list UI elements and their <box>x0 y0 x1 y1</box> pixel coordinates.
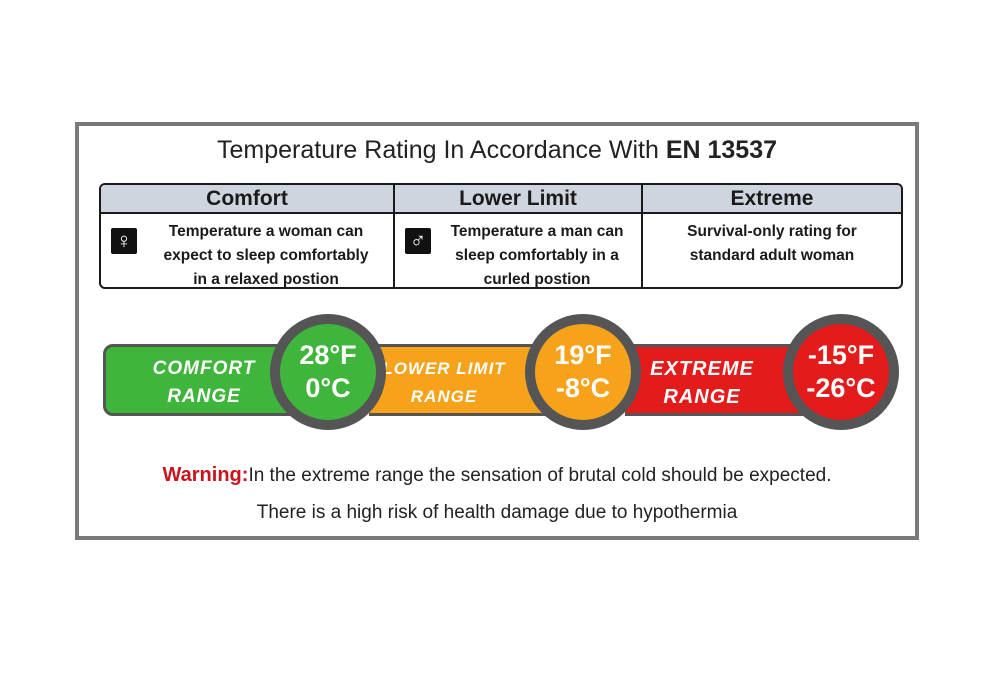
comfort-line-2: expect to sleep comfortably <box>163 247 369 264</box>
extreme-temp-c: -26°C <box>806 373 876 403</box>
column-header-comfort: Comfort <box>101 185 393 214</box>
lower-limit-line-3: curled postion <box>483 271 591 288</box>
extreme-temperature-badge: -15°F -26°C <box>783 314 899 430</box>
title-prefix: Temperature Rating In Accordance With <box>216 136 666 164</box>
lower-limit-range-label: LOWER LIMIT RANGE <box>369 355 519 411</box>
extreme-range-label: EXTREME RANGE <box>627 355 777 411</box>
table-column-comfort: Comfort ♀ Temperature a woman can expect… <box>101 185 393 287</box>
lower-limit-description: Temperature a man can sleep comfortably … <box>435 220 639 288</box>
lower-limit-temp-c: -8°C <box>555 373 611 403</box>
comfort-range-label-bottom: RANGE <box>167 386 241 407</box>
extreme-line-1: Survival-only rating for <box>687 223 857 240</box>
comfort-range-label-top: COMFORT <box>152 358 256 379</box>
column-header-extreme: Extreme <box>643 185 901 214</box>
rating-table: Comfort ♀ Temperature a woman can expect… <box>99 183 903 289</box>
comfort-description: Temperature a woman can expect to sleep … <box>141 220 391 288</box>
table-column-extreme: Extreme Survival-only rating for standar… <box>641 185 901 287</box>
lower-limit-range-label-top: LOWER LIMIT <box>382 359 506 378</box>
lower-limit-line-2: sleep comfortably in a <box>455 247 619 264</box>
card-title: Temperature Rating In Accordance With EN… <box>79 136 915 165</box>
comfort-range-label: COMFORT RANGE <box>124 355 284 411</box>
male-symbol-icon: ♂ <box>405 228 431 254</box>
title-standard: EN 13537 <box>665 136 778 164</box>
lower-limit-temperature-badge: 19°F -8°C <box>525 314 641 430</box>
lower-limit-line-1: Temperature a man can <box>450 223 624 240</box>
extreme-range-label-bottom: RANGE <box>663 386 741 408</box>
female-symbol-icon: ♀ <box>111 228 137 254</box>
column-header-lower-limit: Lower Limit <box>395 185 641 214</box>
warning-label: Warning: <box>162 464 249 486</box>
comfort-temperature-badge: 28°F 0°C <box>270 314 386 430</box>
extreme-description: Survival-only rating for standard adult … <box>647 220 897 268</box>
comfort-line-3: in a relaxed postion <box>193 271 339 288</box>
hypothermia-note: There is a high risk of health damage du… <box>256 502 738 523</box>
warning-text: In the extreme range the sensation of br… <box>248 465 832 486</box>
temperature-rating-card: Temperature Rating In Accordance With EN… <box>75 122 919 540</box>
table-column-lower-limit: Lower Limit ♂ Temperature a man can slee… <box>393 185 641 287</box>
comfort-temp-c: 0°C <box>305 373 351 403</box>
lower-limit-range-label-bottom: RANGE <box>410 387 478 406</box>
extreme-temp-f: -15°F <box>807 340 875 370</box>
warning-message: Warning:In the extreme range the sensati… <box>79 464 915 487</box>
comfort-temp-f: 28°F <box>299 340 357 370</box>
extreme-range-label-top: EXTREME <box>650 358 754 380</box>
extreme-line-2: standard adult woman <box>689 247 855 264</box>
comfort-line-1: Temperature a woman can <box>168 223 364 240</box>
lower-limit-temp-f: 19°F <box>554 340 612 370</box>
